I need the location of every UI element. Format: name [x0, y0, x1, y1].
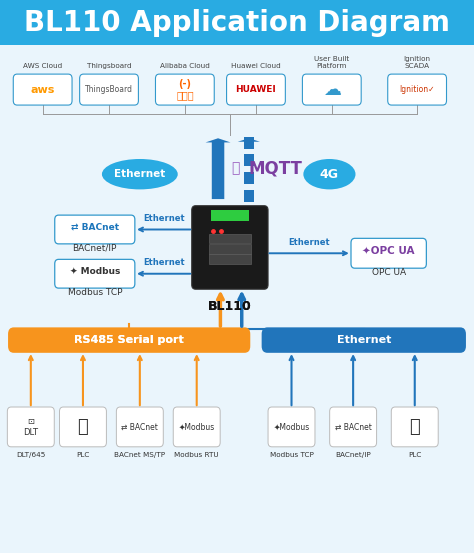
FancyBboxPatch shape — [155, 74, 214, 105]
FancyBboxPatch shape — [173, 407, 220, 447]
Text: ⬛: ⬛ — [78, 418, 88, 436]
Text: ⬛: ⬛ — [410, 418, 420, 436]
Text: Ethernet: Ethernet — [143, 258, 184, 267]
Text: Alibaba Cloud: Alibaba Cloud — [160, 63, 210, 69]
FancyBboxPatch shape — [60, 407, 106, 447]
FancyBboxPatch shape — [8, 327, 250, 353]
FancyBboxPatch shape — [55, 215, 135, 244]
FancyBboxPatch shape — [351, 238, 427, 268]
Text: AWS Cloud: AWS Cloud — [23, 63, 62, 69]
FancyBboxPatch shape — [0, 0, 474, 45]
Text: DLT/645: DLT/645 — [16, 452, 46, 458]
FancyBboxPatch shape — [244, 137, 254, 149]
Text: ⇄ BACnet: ⇄ BACnet — [121, 422, 158, 431]
FancyBboxPatch shape — [209, 233, 251, 243]
FancyBboxPatch shape — [209, 253, 251, 264]
Text: BACnet/IP: BACnet/IP — [335, 452, 371, 458]
Text: Ethernet: Ethernet — [114, 169, 165, 179]
Text: ⇄ BACnet: ⇄ BACnet — [335, 422, 372, 431]
FancyBboxPatch shape — [8, 407, 54, 447]
Text: RS485 Serial port: RS485 Serial port — [74, 335, 184, 345]
Text: Modbus RTU: Modbus RTU — [174, 452, 219, 458]
FancyBboxPatch shape — [244, 172, 254, 184]
FancyBboxPatch shape — [388, 74, 447, 105]
Text: Ethernet: Ethernet — [337, 335, 391, 345]
Text: ThingsBoard: ThingsBoard — [85, 85, 133, 94]
Text: aws: aws — [30, 85, 55, 95]
Ellipse shape — [102, 159, 178, 189]
Ellipse shape — [303, 159, 356, 189]
Text: User Built
Platform: User Built Platform — [314, 56, 349, 69]
FancyBboxPatch shape — [227, 74, 285, 105]
Text: Ethernet: Ethernet — [288, 238, 330, 247]
Text: ✦Modbus: ✦Modbus — [179, 422, 215, 431]
FancyBboxPatch shape — [80, 74, 138, 105]
Text: ✦ Modbus: ✦ Modbus — [70, 267, 120, 275]
Text: HUAWEI: HUAWEI — [236, 85, 276, 94]
Text: OPC UA: OPC UA — [372, 268, 406, 276]
FancyBboxPatch shape — [13, 74, 72, 105]
FancyBboxPatch shape — [391, 407, 438, 447]
Text: BACnet MS/TP: BACnet MS/TP — [114, 452, 165, 458]
Text: ⊡
DLT: ⊡ DLT — [23, 417, 38, 437]
Text: 𝓜: 𝓜 — [231, 161, 239, 176]
FancyBboxPatch shape — [191, 206, 268, 289]
FancyBboxPatch shape — [211, 210, 249, 221]
Text: PLC: PLC — [408, 452, 421, 458]
Text: Ignition
SCADA: Ignition SCADA — [404, 56, 430, 69]
Text: (-)
阿里云: (-) 阿里云 — [176, 79, 194, 101]
Text: ✦Modbus: ✦Modbus — [273, 422, 310, 431]
FancyBboxPatch shape — [0, 45, 474, 553]
FancyBboxPatch shape — [262, 327, 466, 353]
Text: Thingsboard: Thingsboard — [87, 63, 131, 69]
Text: 4G: 4G — [320, 168, 339, 181]
FancyBboxPatch shape — [268, 407, 315, 447]
Text: BACnet/IP: BACnet/IP — [73, 244, 117, 253]
Text: Ignition✓: Ignition✓ — [400, 85, 435, 94]
Text: MQTT: MQTT — [249, 160, 303, 178]
FancyBboxPatch shape — [302, 74, 361, 105]
Text: ☁: ☁ — [323, 81, 341, 98]
Text: ⇄ BACnet: ⇄ BACnet — [71, 222, 119, 231]
Text: BL110: BL110 — [208, 300, 252, 313]
FancyBboxPatch shape — [244, 154, 254, 166]
FancyBboxPatch shape — [117, 407, 163, 447]
Text: RS485 Serial port: RS485 Serial port — [74, 335, 184, 345]
Text: Modbus TCP: Modbus TCP — [68, 288, 122, 297]
FancyBboxPatch shape — [330, 407, 376, 447]
Text: Modbus TCP: Modbus TCP — [270, 452, 313, 458]
Text: ✦OPC UA: ✦OPC UA — [363, 246, 415, 256]
Text: BL110: BL110 — [208, 300, 252, 313]
FancyBboxPatch shape — [55, 259, 135, 288]
FancyBboxPatch shape — [209, 244, 251, 254]
Text: BL110 Application Diagram: BL110 Application Diagram — [24, 9, 450, 36]
Text: PLC: PLC — [76, 452, 90, 458]
Text: Huawei Cloud: Huawei Cloud — [231, 63, 281, 69]
FancyBboxPatch shape — [244, 190, 254, 202]
Text: Ethernet: Ethernet — [143, 214, 184, 223]
